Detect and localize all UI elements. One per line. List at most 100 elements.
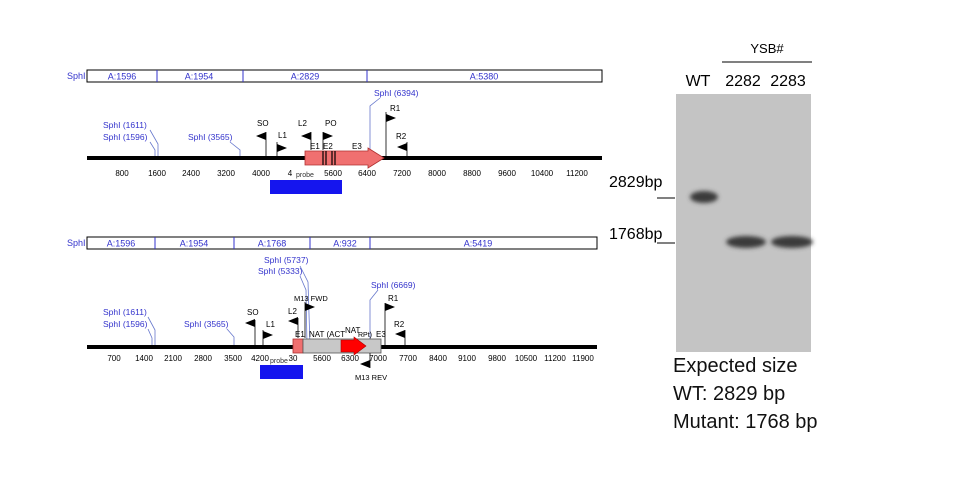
mutant-feature-nat-act: NAT (ACT	[309, 330, 345, 339]
gel-group-label: YSB#	[750, 41, 784, 56]
wt-fragment-enzyme-label: SphI	[67, 71, 86, 81]
mutant-primer-so: SO	[247, 308, 259, 317]
mutant-fragment-5: A:5419	[464, 239, 493, 249]
caption-title: Expected size	[673, 355, 798, 377]
mutant-axis-tick: 2100	[164, 354, 182, 363]
mutant-primer-r1-arrow	[385, 303, 395, 311]
mutant-site-leader	[299, 275, 308, 347]
caption-mutant-size: Mutant: 1768 bp	[673, 411, 818, 433]
mutant-primer-m13fwd-arrow	[305, 303, 315, 311]
mutant-primer-so-arrow	[245, 319, 255, 327]
mutant-fragment-1: A:1596	[107, 239, 136, 249]
mutant-axis-tick: 11900	[572, 354, 594, 363]
gel-panel: YSB# WT 2282 2283 2829bp 1768bp	[609, 41, 813, 352]
wt-axis-tick: 8800	[463, 169, 481, 178]
wt-axis-tick: 2400	[182, 169, 200, 178]
wt-axis-tick: 9600	[498, 169, 516, 178]
mutant-site-label: SphI (6669)	[371, 280, 416, 290]
mutant-primer-r1: R1	[388, 294, 399, 303]
wt-map: SphI A:1596 A:1954 A:2829 A:5380 SphI (1…	[67, 69, 603, 194]
wt-axis-tick: 10400	[531, 169, 554, 178]
mutant-axis-tick: 7700	[399, 354, 417, 363]
mutant-axis-tick: 700	[107, 354, 121, 363]
wt-site-leader	[229, 141, 241, 158]
wt-site-label: SphI (1596)	[103, 132, 148, 142]
wt-primer-po: PO	[325, 119, 337, 128]
wt-primer-l2: L2	[298, 119, 307, 128]
wt-site-label: SphI (1611)	[103, 120, 147, 130]
wt-primer-r1-arrow	[386, 114, 396, 122]
wt-site-label: SphI (3565)	[188, 132, 233, 142]
mutant-site-leader	[299, 265, 311, 347]
wt-site-leader	[149, 129, 159, 158]
gel-marker-2829: 2829bp	[609, 174, 662, 191]
mutant-primer-m13rev-arrow	[360, 360, 370, 368]
wt-axis-tick: 8000	[428, 169, 446, 178]
gel-image	[676, 94, 811, 352]
mutant-fragment-enzyme-label: SphI	[67, 238, 86, 248]
caption-wt-size: WT: 2829 bp	[673, 383, 786, 405]
mutant-exon-e1-block	[292, 338, 304, 354]
wt-primer-so: SO	[257, 119, 269, 128]
wt-primer-l1-arrow	[277, 144, 287, 152]
mutant-axis-tick: 7000	[369, 354, 387, 363]
wt-axis-tick: 4	[288, 169, 293, 178]
wt-primer-l2-arrow	[301, 132, 311, 140]
mutant-site-label: SphI (1596)	[103, 319, 148, 329]
gel-band-2283	[771, 236, 813, 248]
mutant-primer-m13rev: M13 REV	[355, 373, 387, 382]
mutant-feature-rpt: RPt)	[358, 332, 372, 339]
mutant-site-label: SphI (5333)	[258, 266, 303, 276]
mutant-fragment-2: A:1954	[180, 239, 209, 249]
mutant-probe	[260, 365, 303, 379]
wt-fragment-4: A:5380	[470, 72, 499, 82]
wt-site-leader	[369, 97, 381, 158]
mutant-fragment-4: A:932	[333, 239, 357, 249]
wt-axis-tick: 800	[115, 169, 129, 178]
mutant-feature-nat: NAT	[345, 326, 361, 335]
wt-fragment-bar	[86, 69, 603, 83]
mutant-site-leader	[369, 289, 379, 346]
mutant-primer-r2-arrow	[395, 330, 405, 338]
mutant-primer-l1: L1	[266, 320, 275, 329]
wt-primer-r1: R1	[390, 104, 401, 113]
wt-axis-tick: 11200	[566, 169, 588, 178]
mutant-site-label: SphI (1611)	[103, 307, 147, 317]
wt-primer-po-arrow	[323, 132, 333, 140]
wt-exon-e3: E3	[352, 142, 362, 151]
wt-primer-so-arrow	[256, 132, 266, 140]
wt-axis-tick: 7200	[393, 169, 411, 178]
mutant-axis-tick: 8400	[429, 354, 447, 363]
wt-fragment-2: A:1954	[185, 72, 214, 82]
mutant-axis-tick: 9100	[458, 354, 476, 363]
mutant-axis-tick: 30	[289, 354, 298, 363]
mutant-site-label: SphI (3565)	[184, 319, 229, 329]
gel-band-wt	[690, 191, 718, 203]
mutant-nat-marker-arrow	[340, 336, 367, 356]
mutant-probe-label: probe	[270, 358, 288, 365]
wt-site-label: SphI (6394)	[374, 88, 419, 98]
wt-fragment-1: A:1596	[108, 72, 137, 82]
wt-fragment-3: A:2829	[291, 72, 320, 82]
wt-probe	[270, 180, 342, 194]
mutant-site-label: SphI (5737)	[264, 255, 309, 265]
wt-primer-l1: L1	[278, 131, 287, 140]
mutant-primer-l2: L2	[288, 307, 297, 316]
mutant-site-leader	[147, 316, 156, 346]
mutant-site-leader	[226, 328, 235, 346]
gel-lane-wt: WT	[686, 73, 711, 90]
mutant-primer-l2-arrow	[288, 317, 298, 325]
mutant-primer-m13fwd: M13 FWD	[294, 294, 328, 303]
mutant-feature-e3: E3	[376, 330, 386, 339]
mutant-primer-l1-arrow	[263, 331, 273, 339]
mutant-fragment-bar	[86, 236, 598, 250]
wt-axis-tick: 6400	[358, 169, 376, 178]
wt-gene-arrow	[304, 147, 385, 169]
gel-lane-2282: 2282	[725, 73, 761, 90]
wt-axis-tick: 4000	[252, 169, 270, 178]
mutant-axis-tick: 11200	[544, 354, 566, 363]
wt-primer-r2-arrow	[397, 143, 407, 151]
wt-axis-tick: 3200	[217, 169, 235, 178]
mutant-axis-tick: 3500	[224, 354, 242, 363]
